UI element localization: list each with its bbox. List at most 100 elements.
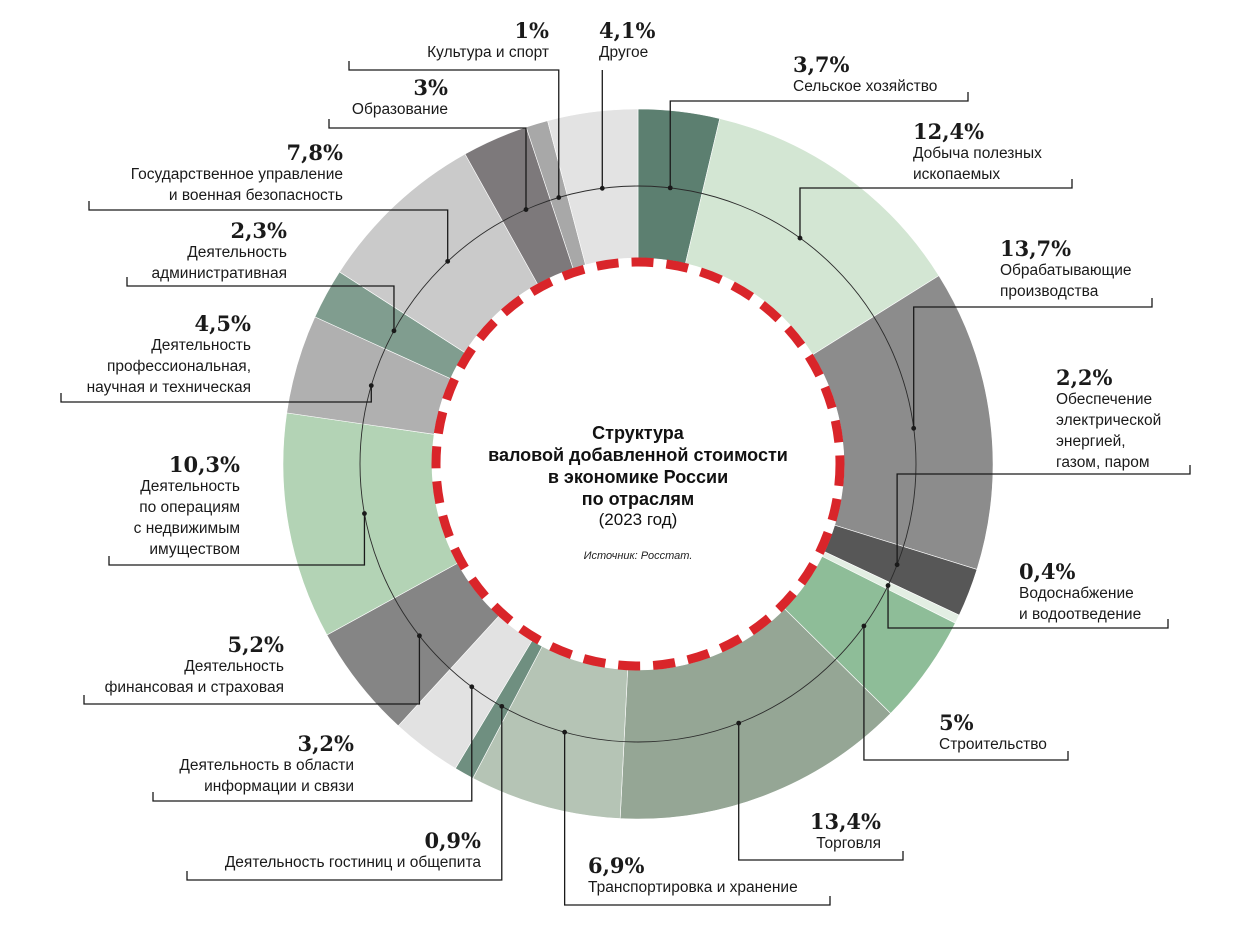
pct-label-13: 4,5% xyxy=(195,311,252,336)
sector-label-7-line-1: Торговля xyxy=(816,835,881,852)
leader-line-16 xyxy=(328,119,527,210)
label-13: 4,5%Деятельность профессиональная, научная… xyxy=(60,311,374,403)
sector-label-15-line-1: Государственное управление xyxy=(131,166,343,183)
sector-label-1-line-1: Сельское хозяйство xyxy=(793,78,937,95)
label-15: 7,8%Государственное управление и военная … xyxy=(88,140,451,264)
label-8: 6,9%Транспортировка и хранение xyxy=(562,729,831,906)
leader-line-7 xyxy=(738,723,904,861)
sector-label-6-line-1: Строительство xyxy=(939,736,1047,753)
sector-label-13-line-3: научная и техническая xyxy=(87,379,251,396)
sector-label-13-line-1: Деятельность xyxy=(151,337,251,354)
pct-label-5: 0,4% xyxy=(1019,559,1076,584)
sector-label-4-line-2: электрической xyxy=(1056,412,1161,429)
pct-label-6: 5% xyxy=(939,710,974,735)
label-2: 12,4%Добыча полезных ископаемых xyxy=(797,119,1073,241)
guide-ring xyxy=(359,185,917,743)
pct-label-17: 1% xyxy=(514,18,549,43)
leader-line-2 xyxy=(799,179,1073,239)
sector-label-12-line-1: Деятельность xyxy=(140,478,240,495)
leader-line-17 xyxy=(348,61,560,198)
sector-label-14-line-2: административная xyxy=(151,265,287,282)
leader-dot-3 xyxy=(911,425,917,431)
leader-line-8 xyxy=(563,732,831,906)
sector-label-4-line-1: Обеспечение xyxy=(1056,391,1152,408)
slice-18 xyxy=(547,108,639,266)
pct-label-1: 3,7% xyxy=(793,52,850,77)
label-6: 5%Строительство xyxy=(861,623,1069,761)
label-17: 1%Культура и спорт xyxy=(348,18,562,200)
label-4: 2,2%Обеспечение электрической энергией, газ… xyxy=(894,365,1191,568)
leader-dot-15 xyxy=(445,258,451,264)
sector-label-18-line-1: Другое xyxy=(599,44,648,61)
sector-label-9-line-1: Деятельность гостиниц и общепита xyxy=(225,854,482,871)
label-18: 4,1%Другое xyxy=(599,18,656,191)
sector-label-14-line-1: Деятельность xyxy=(187,244,287,261)
sector-label-5-line-1: Водоснабжение xyxy=(1019,585,1134,602)
leader-line-11 xyxy=(83,635,421,705)
label-12: 10,3%Деятельность по операциям с недвижимы… xyxy=(108,452,367,566)
pct-label-16: 3% xyxy=(413,75,448,100)
sector-label-10-line-2: информации и связи xyxy=(204,778,354,795)
sector-label-2-line-2: ископаемых xyxy=(913,166,1000,183)
pct-label-4: 2,2% xyxy=(1056,365,1113,390)
center-dashed-ring xyxy=(431,257,845,671)
pct-label-3: 13,7% xyxy=(1000,236,1071,261)
label-14: 2,3%Деятельность административная xyxy=(126,218,397,334)
sector-label-12-line-2: по операциям xyxy=(139,499,240,516)
leader-dot-5 xyxy=(885,583,891,588)
sector-label-11-line-1: Деятельность xyxy=(184,658,284,675)
leader-line-12 xyxy=(108,513,366,566)
leader-line-3 xyxy=(913,298,1153,429)
pct-label-12: 10,3% xyxy=(169,452,240,477)
leader-dot-18 xyxy=(599,185,605,191)
pct-label-7: 13,4% xyxy=(810,809,881,834)
leader-line-4 xyxy=(896,465,1191,565)
leader-dot-14 xyxy=(391,328,397,334)
pct-label-15: 7,8% xyxy=(287,140,344,165)
label-11: 5,2%Деятельность финансовая и страховая xyxy=(83,632,422,705)
pct-label-10: 3,2% xyxy=(298,731,355,756)
leader-dot-13 xyxy=(368,383,374,389)
label-5: 0,4%Водоснабжение и водоотведение xyxy=(885,559,1169,629)
pct-label-14: 2,3% xyxy=(231,218,288,243)
sector-label-11-line-2: финансовая и страховая xyxy=(105,679,284,696)
leader-line-10 xyxy=(152,686,473,802)
leader-dot-4 xyxy=(894,562,900,568)
sector-label-12-line-4: имуществом xyxy=(149,541,240,558)
leader-dot-8 xyxy=(562,729,568,735)
leader-dot-11 xyxy=(417,633,422,639)
slices-group xyxy=(282,108,994,820)
leader-line-5 xyxy=(887,585,1169,629)
label-16: 3%Образование xyxy=(328,75,529,212)
sector-label-13-line-2: профессиональная, xyxy=(107,358,251,375)
leader-dot-17 xyxy=(556,195,562,200)
sector-label-15-line-2: и военная безопасность xyxy=(169,187,343,204)
label-7: 13,4%Торговля xyxy=(736,720,904,861)
leader-dot-1 xyxy=(667,185,673,191)
leader-dot-7 xyxy=(736,720,742,726)
sector-label-5-line-2: и водоотведение xyxy=(1019,606,1141,623)
sector-label-8-line-1: Транспортировка и хранение xyxy=(588,879,798,896)
pct-label-2: 12,4% xyxy=(913,119,984,144)
source-note: Источник: Росстат. xyxy=(584,550,693,562)
pct-label-18: 4,1% xyxy=(599,18,656,43)
sector-label-4-line-4: газом, паром xyxy=(1056,454,1150,471)
center-title-line-3: в экономике России xyxy=(548,467,728,487)
leader-dot-10 xyxy=(469,684,475,690)
center-title-line-4: по отраслям xyxy=(582,489,695,509)
leader-line-15 xyxy=(88,201,449,262)
leader-dot-9 xyxy=(499,703,505,709)
leader-line-1 xyxy=(669,92,969,188)
sector-label-3-line-2: производства xyxy=(1000,283,1099,300)
center-title-line-2: валовой добавленной стоимости xyxy=(488,445,788,465)
leader-line-13 xyxy=(60,385,372,403)
sector-label-2-line-1: Добыча полезных xyxy=(913,145,1042,162)
sector-label-4-line-3: энергией, xyxy=(1056,433,1126,450)
label-9: 0,9%Деятельность гостиниц и общепита xyxy=(186,703,505,881)
leader-dot-12 xyxy=(362,511,367,516)
center-title-line-1: Структура xyxy=(592,423,685,443)
sector-label-17-line-1: Культура и спорт xyxy=(427,44,549,61)
sector-label-10-line-1: Деятельность в области xyxy=(179,757,354,774)
